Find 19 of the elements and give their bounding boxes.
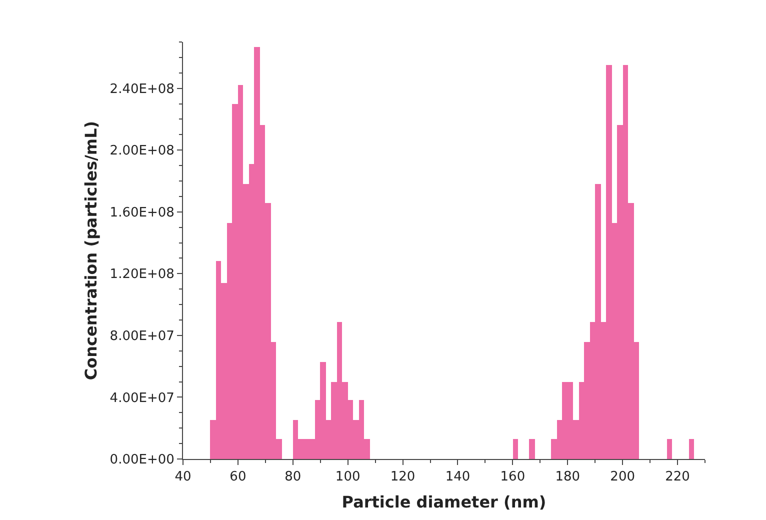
x-tick-label: 140 xyxy=(445,470,470,485)
x-tick-label: 220 xyxy=(665,470,690,485)
y-tick-label: 0.00E+00 xyxy=(110,452,174,468)
x-tick-label: 60 xyxy=(230,470,246,485)
x-tick-label: 100 xyxy=(335,470,360,485)
x-tick-label: 180 xyxy=(555,470,580,485)
y-tick-label: 4.00E+07 xyxy=(110,390,174,406)
y-tick-label: 1.60E+08 xyxy=(110,205,174,220)
x-tick-label: 40 xyxy=(174,470,192,485)
x-tick-label: 160 xyxy=(500,470,526,485)
y-tick-label: 2.00E+08 xyxy=(110,144,174,159)
x-axis-title: Particle diameter (nm) xyxy=(342,492,546,512)
x-tick-label: 80 xyxy=(284,470,302,485)
y-tick-label: 8.00E+07 xyxy=(110,328,174,344)
x-tick-label: 120 xyxy=(390,470,416,485)
y-axis-title: Concentration (particles/mL) xyxy=(82,120,101,380)
y-tick-label: 1.20E+08 xyxy=(110,267,174,282)
x-tick-label: 200 xyxy=(610,470,635,485)
y-tick-label: 2.40E+08 xyxy=(110,82,174,97)
